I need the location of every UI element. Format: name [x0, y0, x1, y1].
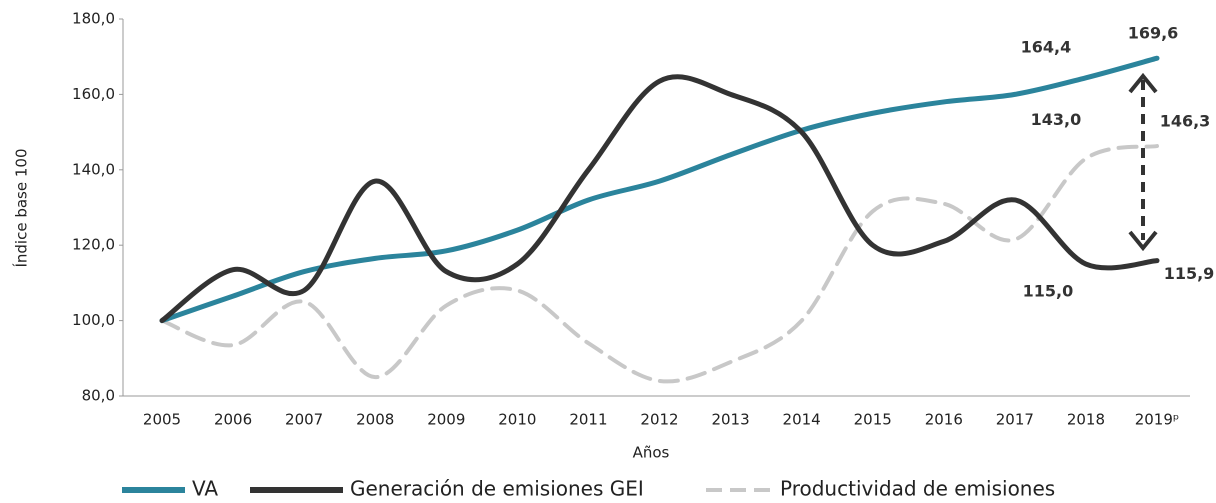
series-line — [159, 74, 1160, 324]
data-label: 146,3 — [1160, 112, 1211, 131]
data-label: 164,4 — [1021, 37, 1072, 56]
x-tick-label: 2010 — [498, 411, 536, 429]
y-tick-label: 160,0 — [72, 85, 115, 103]
x-axis-title: Años — [633, 444, 670, 462]
y-axis-title: Índice base 100 — [12, 148, 31, 267]
x-tick-label: 2019ᵖ — [1135, 411, 1180, 429]
x-tick-label: 2016 — [925, 411, 963, 429]
legend-label: VA — [192, 477, 218, 501]
double-arrow — [1128, 72, 1158, 252]
legend-label: Productividad de emisiones — [780, 477, 1055, 501]
x-tick-label: 2006 — [214, 411, 252, 429]
data-label: 143,0 — [1031, 110, 1082, 129]
x-tick-label: 2017 — [996, 411, 1034, 429]
y-tick-label: 140,0 — [72, 160, 115, 178]
y-tick-label: 80,0 — [82, 387, 115, 405]
x-tick-label: 2015 — [854, 411, 892, 429]
x-tick-label: 2012 — [640, 411, 678, 429]
x-tick-label: 2011 — [569, 411, 607, 429]
data-label: 115,0 — [1023, 282, 1074, 301]
x-tick-label: 2009 — [427, 411, 465, 429]
x-tick-label: 2018 — [1067, 411, 1105, 429]
x-tick-label: 2007 — [285, 411, 323, 429]
y-tick-label: 180,0 — [72, 10, 115, 28]
series-line — [160, 144, 1159, 384]
data-label: 115,9 — [1164, 264, 1215, 283]
x-tick-label: 2008 — [356, 411, 394, 429]
data-label: 169,6 — [1128, 24, 1179, 43]
x-tick-label: 2013 — [711, 411, 749, 429]
x-tick-label: 2005 — [143, 411, 181, 429]
y-tick-label: 100,0 — [72, 311, 115, 329]
y-tick-label: 120,0 — [72, 236, 115, 254]
x-tick-label: 2014 — [783, 411, 821, 429]
legend-label: Generación de emisiones GEI — [350, 477, 644, 501]
